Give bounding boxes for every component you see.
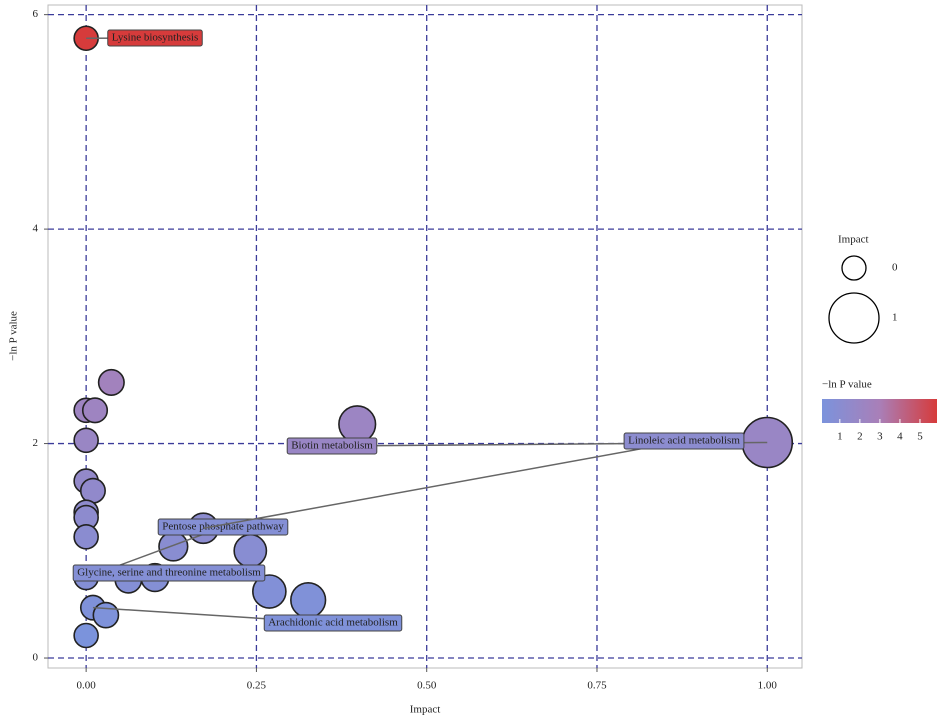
panel bbox=[47, 4, 803, 669]
y-tick-label: 0 bbox=[33, 652, 39, 664]
x-tick-label: 0.25 bbox=[247, 680, 267, 692]
annotation: Biotin metabolism bbox=[286, 437, 378, 455]
annotation-box bbox=[263, 614, 403, 632]
annotation-label: Linoleic acid metabolism bbox=[628, 435, 740, 447]
size-legend-key bbox=[841, 255, 867, 281]
annotation-box bbox=[623, 432, 745, 450]
x-tick-label: 1.00 bbox=[758, 680, 778, 692]
bubble bbox=[290, 581, 327, 619]
colorbar-label: 3 bbox=[877, 431, 883, 443]
annotation: Pentose phosphate pathway bbox=[157, 518, 289, 536]
y-axis-label: −ln P value bbox=[8, 311, 20, 361]
annotation-label: Lysine biosynthesis bbox=[112, 32, 198, 44]
size-legend-title: Impact bbox=[838, 234, 869, 246]
color-legend-title: −ln P value bbox=[822, 379, 872, 391]
x-tick-label: 0.75 bbox=[587, 680, 607, 692]
annotation: Lysine biosynthesis bbox=[107, 29, 203, 47]
bubble bbox=[338, 405, 377, 444]
x-axis-label: Impact bbox=[410, 704, 441, 716]
bubble bbox=[92, 601, 120, 629]
annotation-label: Biotin metabolism bbox=[291, 440, 373, 452]
annotation-label: Arachidonic acid metabolism bbox=[268, 617, 398, 629]
colorbar-label: 1 bbox=[837, 431, 843, 443]
y-tick-label: 4 bbox=[33, 223, 39, 235]
bubble bbox=[73, 427, 99, 454]
colorbar-label: 5 bbox=[917, 431, 923, 443]
bubble bbox=[79, 477, 106, 504]
size-legend-key bbox=[828, 292, 880, 344]
annotation-box bbox=[286, 437, 378, 455]
annotation-leader bbox=[203, 440, 685, 530]
bubble bbox=[252, 574, 287, 609]
annotation: Linoleic acid metabolism bbox=[623, 432, 745, 450]
annotation-box bbox=[72, 564, 266, 582]
size-legend-label: 1 bbox=[892, 312, 898, 324]
annotation-label: Pentose phosphate pathway bbox=[162, 521, 284, 533]
y-tick-label: 2 bbox=[33, 437, 39, 449]
bubble bbox=[233, 533, 268, 568]
colorbar-label: 4 bbox=[897, 431, 903, 443]
x-tick-label: 0.00 bbox=[77, 680, 97, 692]
bubble bbox=[73, 524, 99, 550]
bubble bbox=[97, 368, 125, 396]
annotation-label: Glycine, serine and threonine metabolism bbox=[77, 567, 261, 579]
y-tick-label: 6 bbox=[33, 8, 39, 20]
size-legend-label: 0 bbox=[892, 262, 898, 274]
annotation-box bbox=[107, 29, 203, 47]
annotation: Glycine, serine and threonine metabolism bbox=[72, 564, 266, 582]
bubble bbox=[81, 397, 109, 424]
x-tick-label: 0.50 bbox=[417, 680, 437, 692]
annotation-box bbox=[157, 518, 289, 536]
bubble bbox=[158, 531, 189, 562]
colorbar-label: 2 bbox=[857, 431, 863, 443]
bubble bbox=[73, 622, 99, 649]
annotation: Arachidonic acid metabolism bbox=[263, 614, 403, 632]
